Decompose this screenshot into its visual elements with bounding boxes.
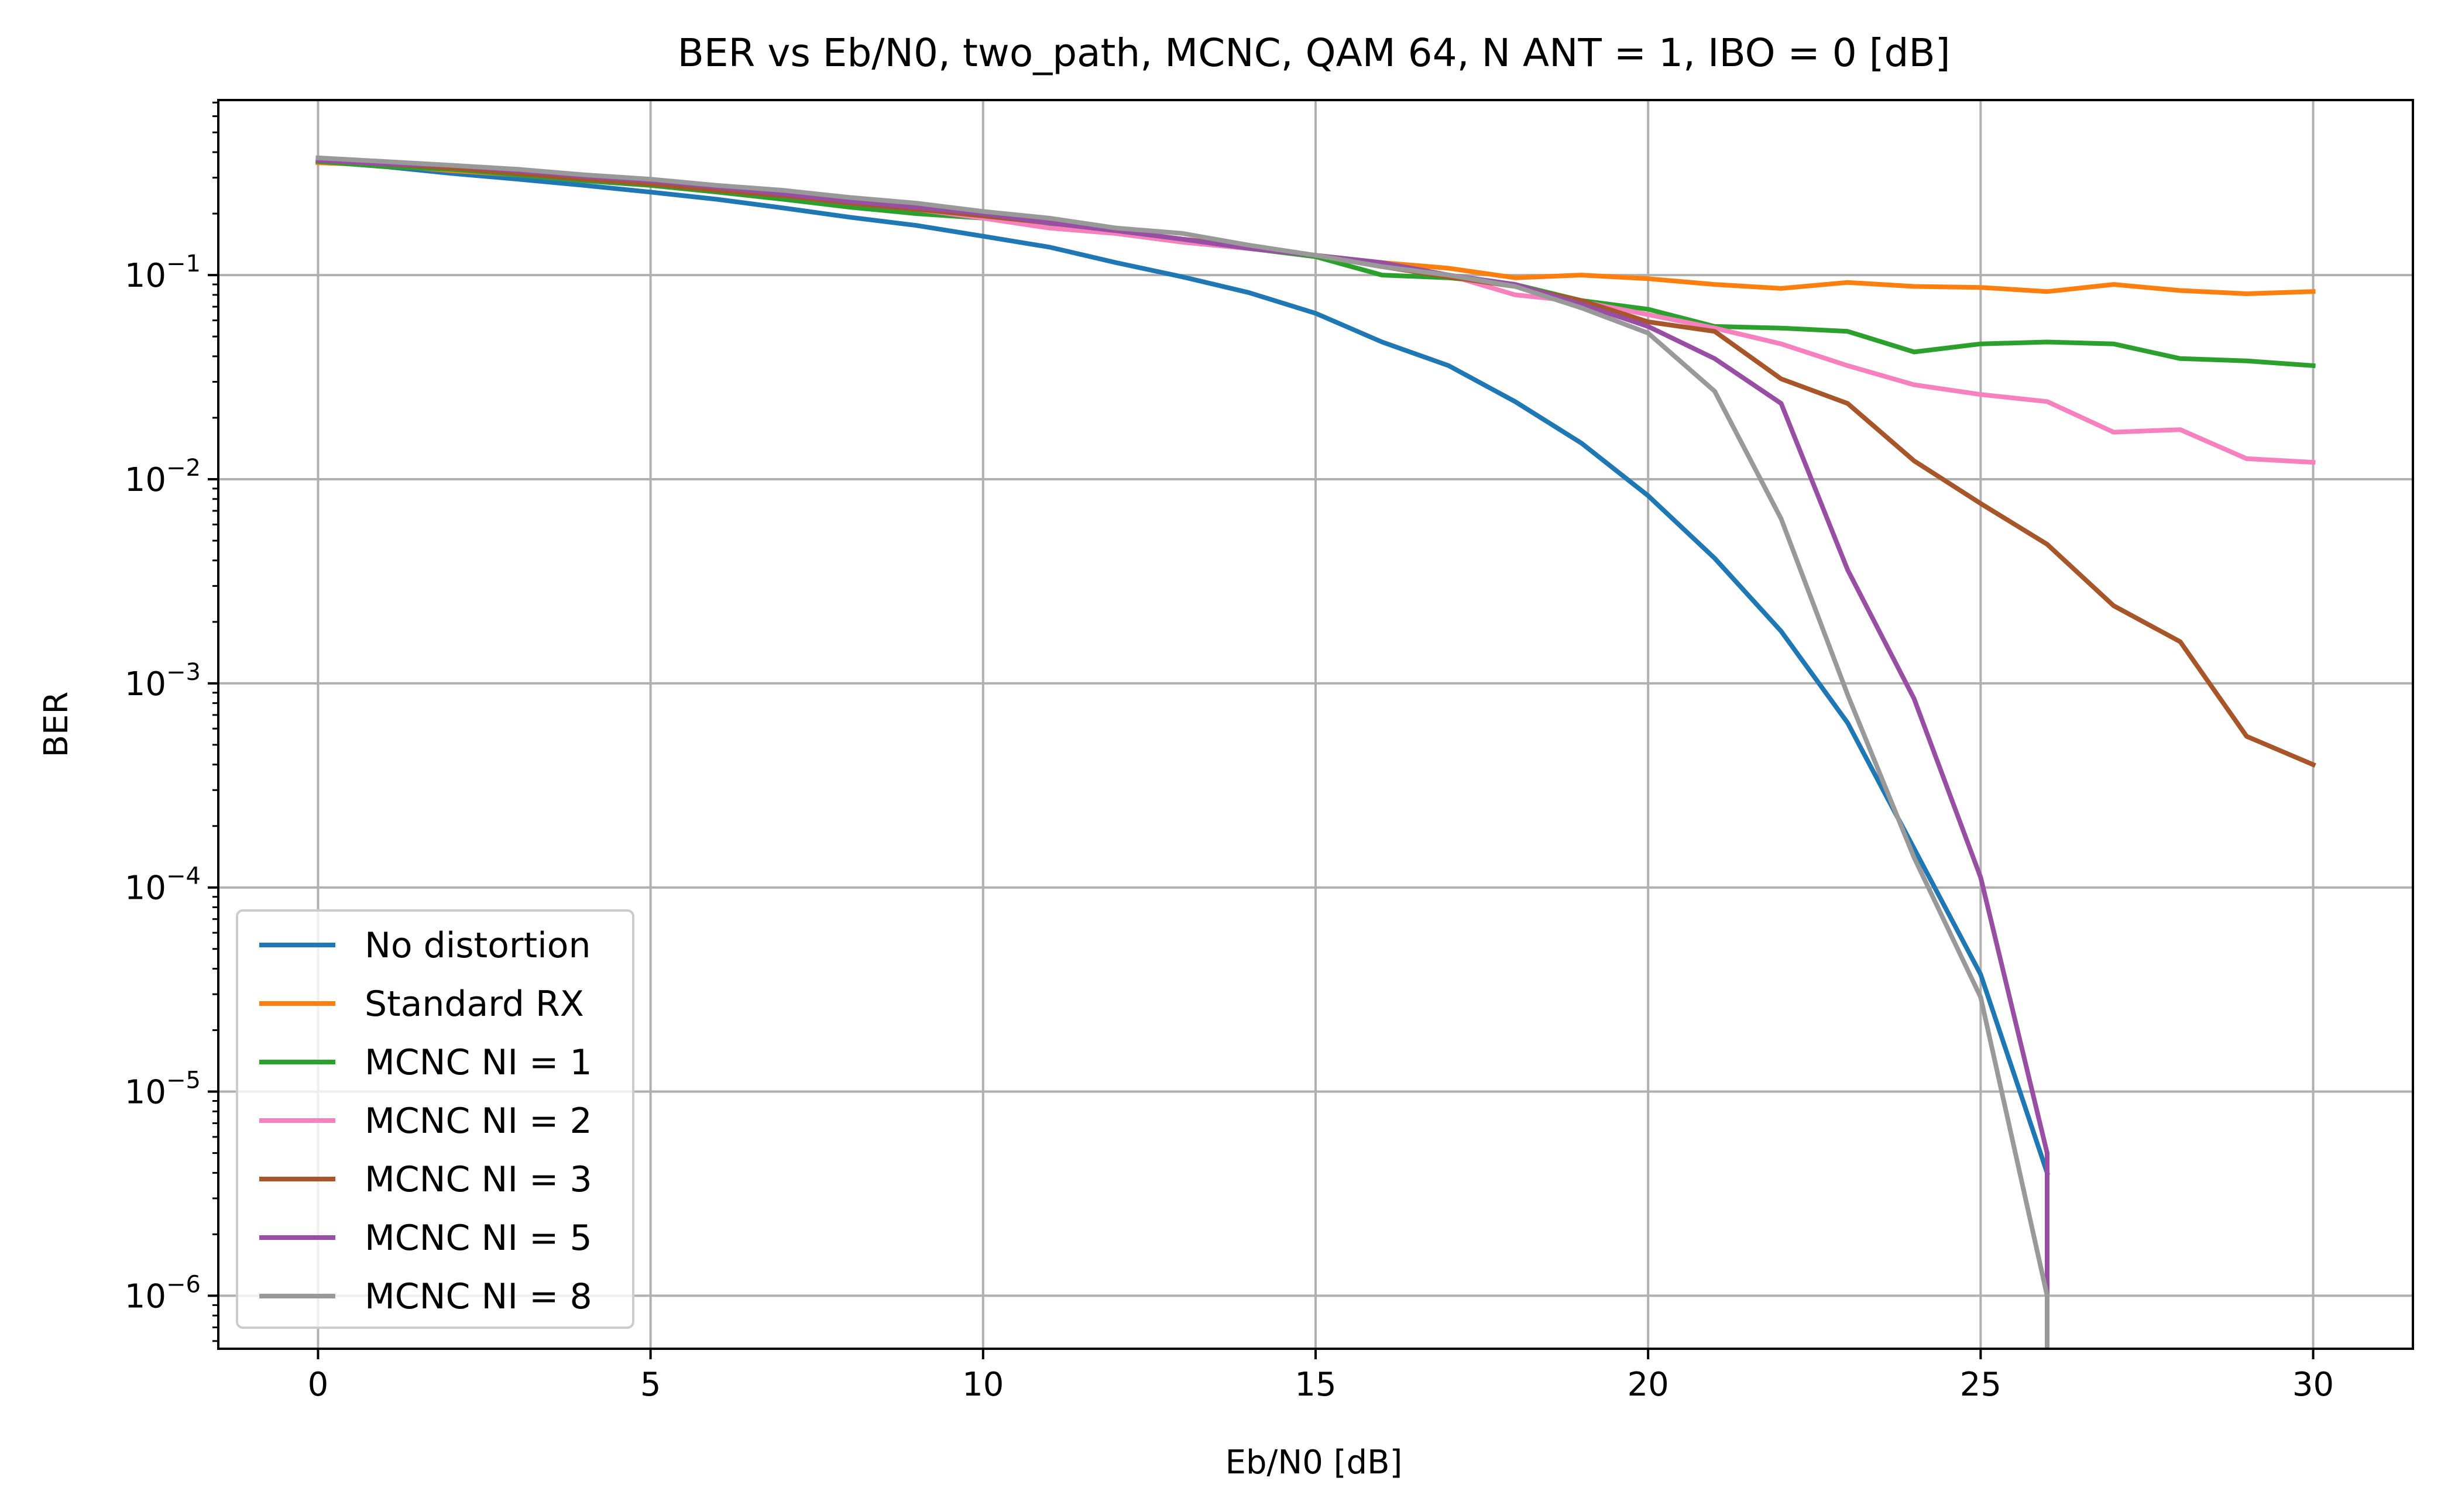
x-tick-label: 10: [962, 1366, 1004, 1404]
legend-label: MCNC NI = 8: [365, 1276, 592, 1317]
axis-ticks: 0 5 10 15 20 25 30 10−1 10−2 10−3 10−4 10−5 10−6: [125, 101, 2334, 1404]
legend-label: MCNC NI = 1: [365, 1042, 592, 1083]
y-tick-label: 10−3: [125, 659, 201, 703]
x-tick-label: 5: [640, 1366, 661, 1404]
x-tick-label: 20: [1628, 1366, 1669, 1404]
legend-frame: [236, 909, 634, 1329]
y-axis-label: BER: [37, 692, 75, 758]
y-tick-label: 10−2: [125, 455, 201, 499]
x-tick-label: 25: [1960, 1366, 2001, 1404]
grid-lines: [218, 100, 2413, 1349]
legend-label: MCNC NI = 3: [365, 1159, 592, 1200]
x-tick-label: 15: [1295, 1366, 1336, 1404]
series-line-1: [315, 159, 2051, 1176]
y-tick-label: 10−4: [125, 863, 201, 908]
series-line-7: [315, 155, 2049, 1349]
legend-label: Standard RX: [365, 984, 584, 1025]
legend-label: No distortion: [365, 925, 591, 966]
y-tick-label: 10−6: [125, 1271, 201, 1315]
x-tick-label: 0: [308, 1366, 329, 1404]
legend-label: MCNC NI = 5: [365, 1218, 592, 1259]
x-axis-label: Eb/N0 [dB]: [1225, 1444, 1403, 1482]
legend-label: MCNC NI = 2: [365, 1101, 592, 1142]
y-tick-label: 10−5: [125, 1067, 201, 1112]
x-tick-label: 30: [2292, 1366, 2334, 1404]
chart-title: BER vs Eb/N0, two_path, MCNC, QAM 64, N …: [678, 30, 1951, 75]
y-tick-label: 10−1: [125, 250, 201, 295]
legend: No distortion Standard RX MCNC NI = 1 MCNC …: [236, 909, 634, 1329]
series-layer: [315, 155, 2316, 1349]
